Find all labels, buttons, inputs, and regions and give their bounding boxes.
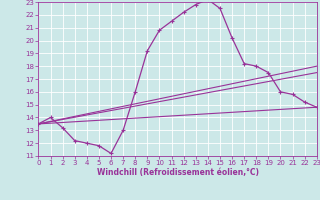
X-axis label: Windchill (Refroidissement éolien,°C): Windchill (Refroidissement éolien,°C) (97, 168, 259, 177)
